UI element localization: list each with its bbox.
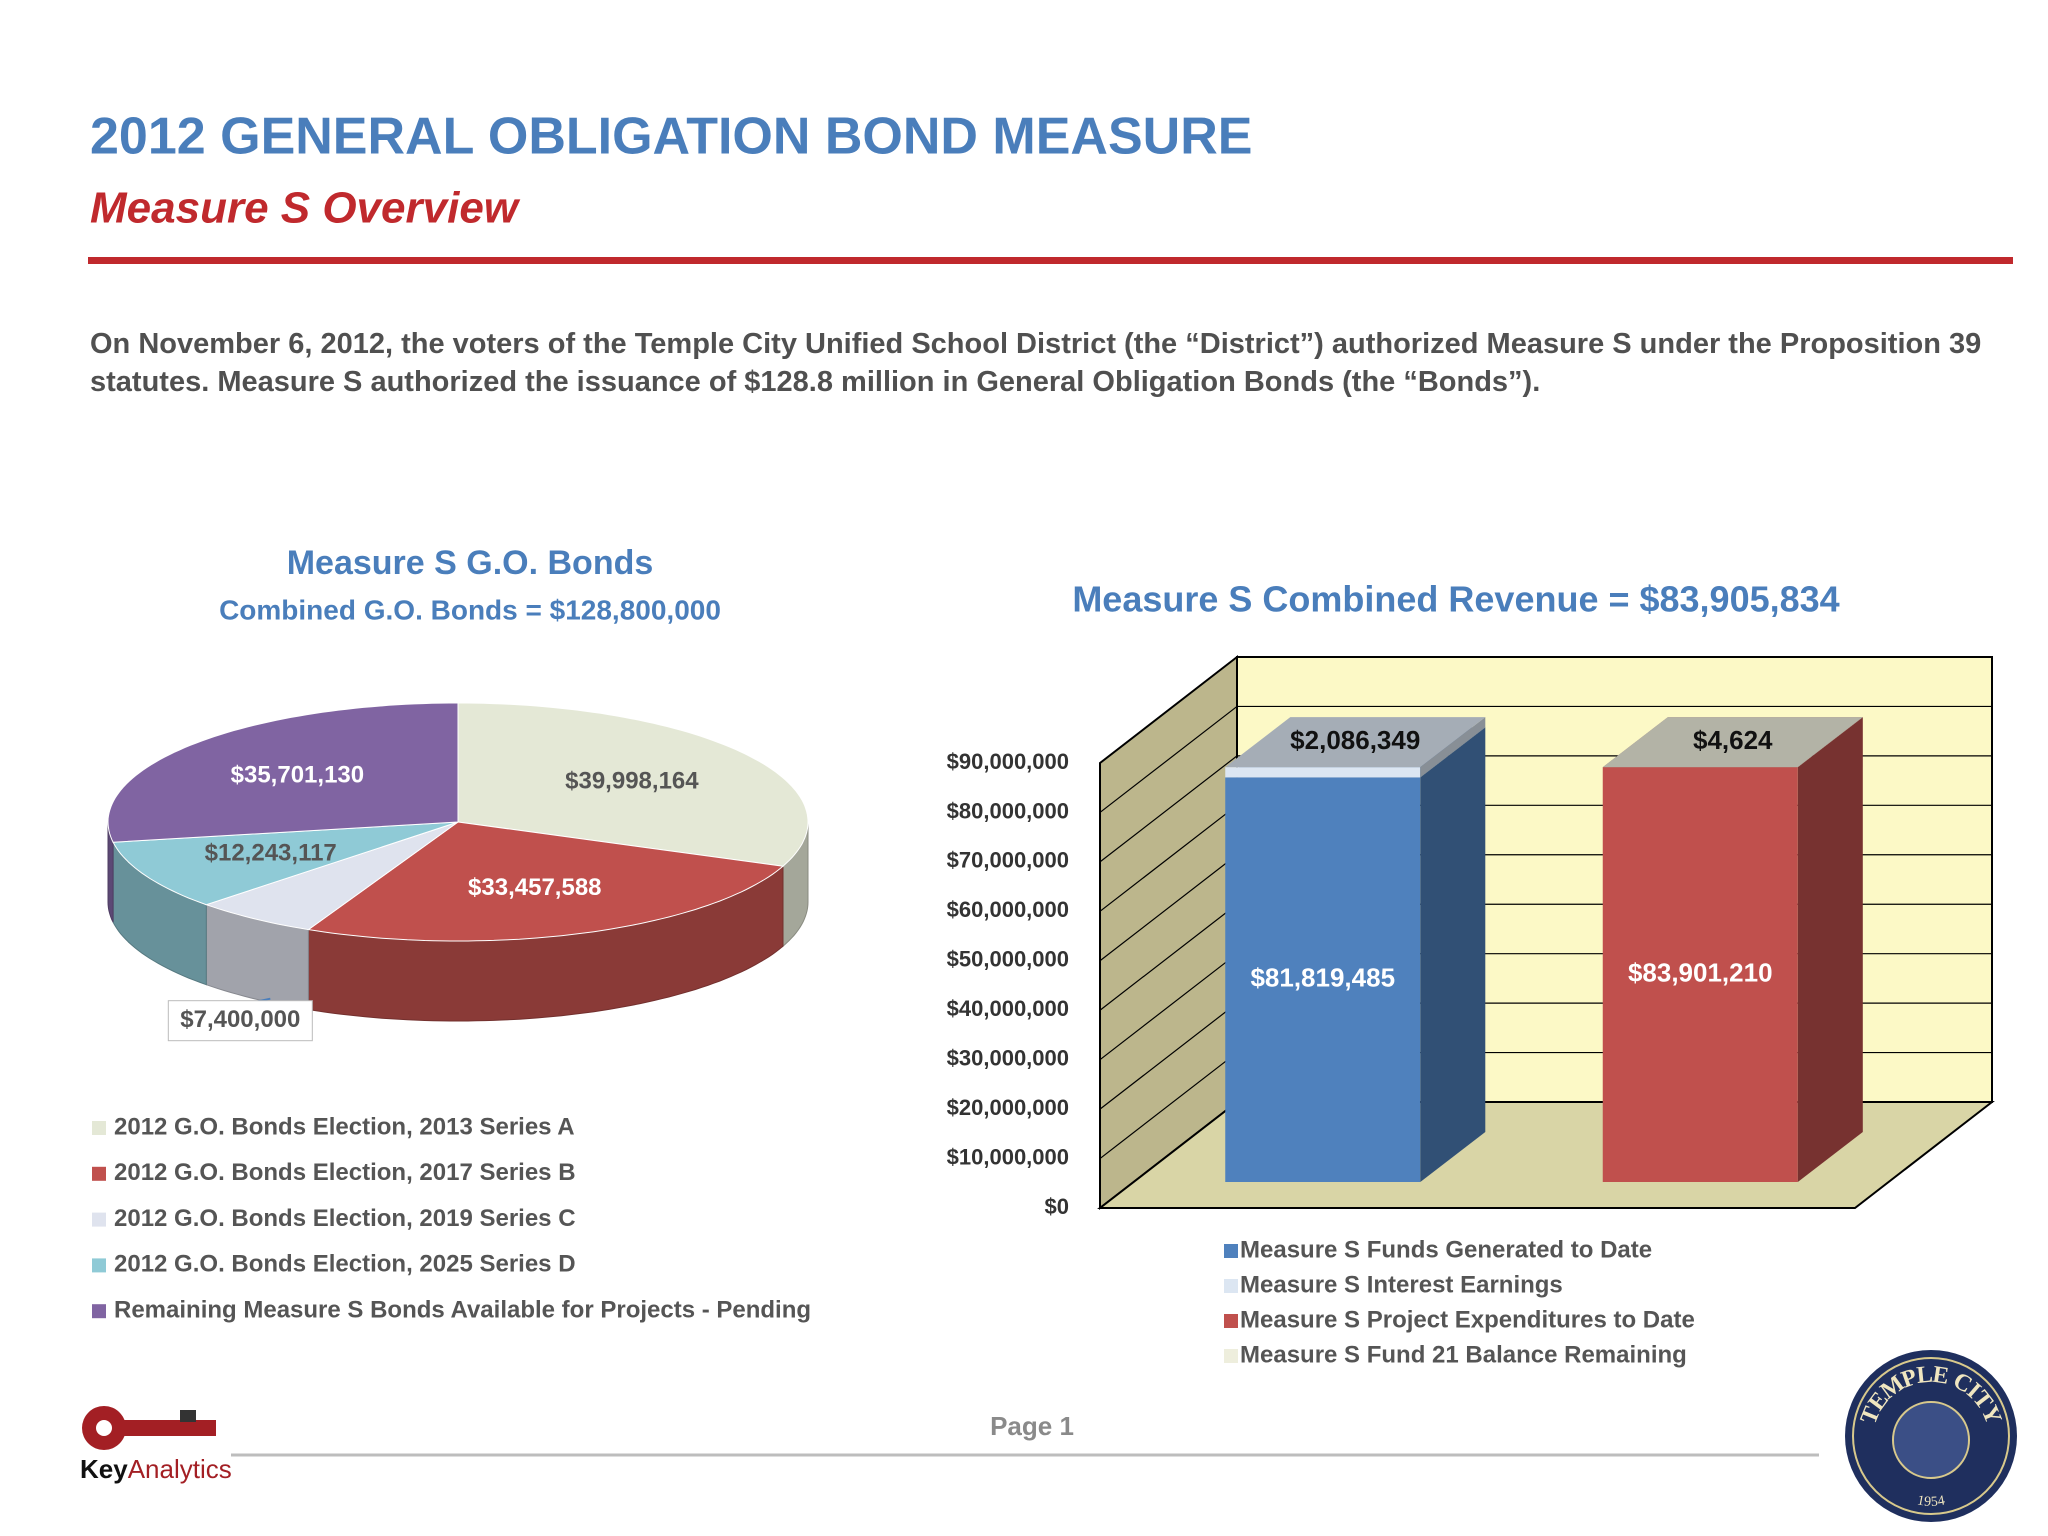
grid-line — [1099, 1002, 1238, 1110]
bar-value-label: $4,624 — [1693, 725, 1773, 755]
y-tick-label: $60,000,000 — [947, 897, 1069, 922]
pie-value-label: $12,243,117 — [205, 840, 337, 867]
grid-line — [1099, 705, 1238, 813]
logo-text: KeyAnalytics — [80, 1454, 232, 1484]
legend-swatch — [92, 1166, 106, 1181]
legend-label: Measure S Fund 21 Balance Remaining — [1240, 1341, 1687, 1368]
legend-label: Measure S Project Expenditures to Date — [1240, 1306, 1695, 1333]
legend-label: Measure S Funds Generated to Date — [1240, 1236, 1652, 1263]
legend-label: 2012 G.O. Bonds Election, 2017 Series B — [114, 1159, 576, 1186]
pie-label-box — [167, 1000, 313, 1042]
bar-segment-side — [1420, 717, 1486, 778]
chart-subtitle: Combined G.O. Bonds = $128,800,000 — [219, 594, 721, 625]
page-title: 2012 GENERAL OBLIGATION BOND MEASURE — [90, 108, 1252, 166]
y-tick-label: $10,000,000 — [947, 1144, 1069, 1169]
intro-paragraph: On November 6, 2012, the voters of the T… — [90, 328, 1982, 398]
title-rule — [88, 257, 2013, 264]
page-number: Page 1 — [990, 1411, 1074, 1441]
grid-line — [1099, 656, 1238, 764]
legend-label: 2012 G.O. Bonds Election, 2025 Series D — [114, 1251, 576, 1278]
grid-line — [1099, 953, 1238, 1061]
bar-segment-side — [1420, 727, 1486, 1182]
bar-value-label: $83,901,210 — [1628, 957, 1773, 987]
bar-segment-top — [1602, 717, 1863, 768]
legend-label: Measure S Interest Earnings — [1240, 1271, 1563, 1298]
bar-value-label: $2,086,349 — [1290, 725, 1420, 755]
y-tick-label: $20,000,000 — [947, 1095, 1069, 1120]
chart-title: Measure S Combined Revenue = $83,905,834 — [1072, 579, 1839, 620]
bar-segment — [1225, 777, 1421, 1182]
legend-swatch — [92, 1258, 106, 1273]
bar-segment — [1602, 767, 1798, 1182]
seal-ring — [1852, 1357, 2010, 1515]
pie-value-label: $7,400,000 — [180, 1006, 300, 1033]
bar-segment-side — [1797, 717, 1863, 768]
legend-swatch — [1224, 1244, 1238, 1258]
logo-key: Key — [80, 1454, 128, 1484]
logo-analytics: Analytics — [128, 1454, 232, 1484]
y-tick-label: $70,000,000 — [947, 848, 1069, 873]
legend-swatch — [92, 1212, 106, 1227]
pie-slice — [457, 702, 809, 867]
pie-value-label: $35,701,130 — [231, 761, 364, 788]
bar-value-label: $81,819,485 — [1250, 963, 1395, 993]
logo: KeyAnalytics — [80, 1406, 232, 1484]
legend-swatch — [1224, 1279, 1238, 1293]
pie-slice — [112, 821, 459, 906]
y-tick-label: $50,000,000 — [947, 947, 1069, 972]
legend-label: 2012 G.O. Bonds Election, 2019 Series C — [114, 1205, 576, 1232]
grid-line — [1099, 1101, 1238, 1209]
page-subtitle: Measure S Overview — [90, 184, 521, 233]
logo-key-hole — [96, 1420, 112, 1436]
chart-title: Measure S G.O. Bonds — [287, 544, 654, 582]
legend-swatch — [92, 1121, 106, 1135]
y-tick-label: $80,000,000 — [947, 798, 1069, 823]
y-tick-label: $30,000,000 — [947, 1045, 1069, 1070]
pie-slice — [107, 702, 459, 843]
pie-slice — [307, 821, 785, 942]
seal-inner — [1892, 1401, 1970, 1479]
legend-label: Remaining Measure S Bonds Available for … — [114, 1297, 811, 1324]
y-tick-label: $40,000,000 — [947, 996, 1069, 1021]
logo-house — [180, 1410, 196, 1422]
legend-swatch — [92, 1304, 106, 1319]
grid-line — [1099, 755, 1238, 863]
grid-line — [1099, 854, 1238, 962]
legend-swatch — [1224, 1349, 1238, 1363]
grid-line — [1099, 1052, 1238, 1160]
y-tick-label: $90,000,000 — [947, 749, 1069, 774]
bar-segment — [1225, 767, 1421, 778]
y-tick-label: $0 — [1045, 1194, 1069, 1219]
grid-line — [1099, 903, 1238, 1011]
legend-label: 2012 G.O. Bonds Election, 2013 Series A — [114, 1113, 575, 1140]
pie-value-label: $33,457,588 — [468, 874, 601, 901]
legend-swatch — [1224, 1314, 1238, 1328]
pie-value-label: $39,998,164 — [565, 767, 699, 794]
bar-segment-side — [1797, 717, 1863, 1182]
logo-key-shaft — [124, 1420, 216, 1436]
bar-segment-top — [1225, 717, 1486, 768]
grid-line — [1099, 804, 1238, 912]
seal: TEMPLE CITY 1954 — [1845, 1350, 2017, 1522]
pie-slice — [204, 821, 459, 931]
